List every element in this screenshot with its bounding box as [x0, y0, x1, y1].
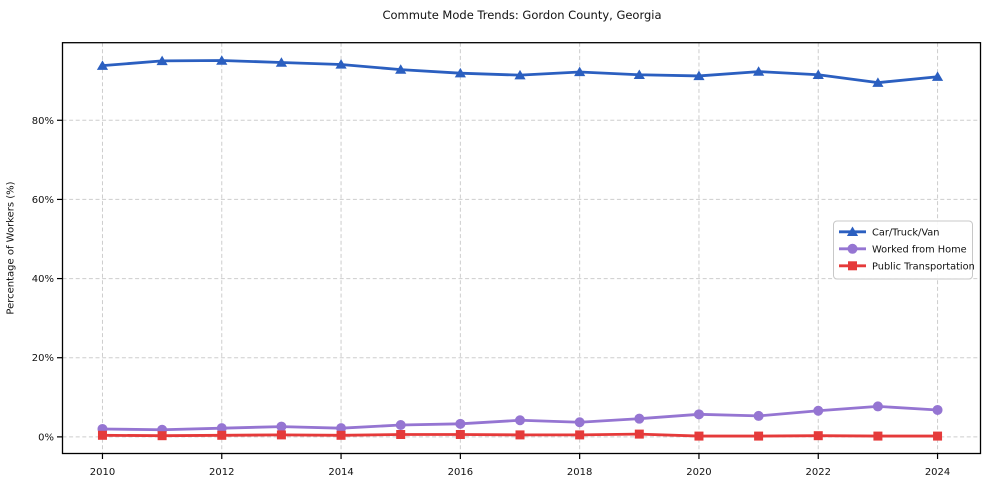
- y-tick-label: 80%: [32, 116, 54, 127]
- circle-marker: [276, 421, 287, 432]
- square-marker: [336, 430, 346, 440]
- x-tick-label: 2010: [90, 467, 115, 478]
- circle-marker: [395, 420, 406, 431]
- triangle-marker: [454, 67, 466, 78]
- triangle-marker: [96, 60, 109, 70]
- square-marker: [575, 430, 585, 440]
- triangle-marker: [872, 77, 884, 87]
- triangle-marker: [156, 55, 168, 66]
- triangle-marker: [275, 57, 288, 67]
- legend-label: Public Transportation: [872, 261, 975, 272]
- square-marker: [97, 430, 107, 440]
- circle-marker: [813, 405, 824, 416]
- x-tick-label: 2022: [806, 467, 831, 478]
- square-marker: [157, 431, 167, 441]
- circle-marker: [336, 423, 347, 434]
- square-marker: [813, 431, 823, 441]
- square-marker: [217, 430, 227, 440]
- square-marker: [396, 430, 406, 440]
- square-marker: [634, 429, 644, 439]
- legend-box: [833, 220, 973, 280]
- x-tick-label: 2014: [328, 467, 353, 478]
- circle-marker: [872, 401, 883, 412]
- triangle-marker: [931, 71, 944, 81]
- square-marker: [694, 431, 704, 441]
- series-worked-from-home: [97, 401, 943, 435]
- series-car-truck-van: [96, 55, 944, 87]
- square-marker: [848, 261, 857, 271]
- x-tick-label: 2016: [448, 467, 473, 478]
- square-marker: [276, 430, 286, 440]
- circle-marker: [515, 415, 526, 426]
- series-public-transportation: [97, 429, 943, 441]
- y-tick-label: 0%: [38, 432, 54, 443]
- x-tick-label: 2012: [209, 467, 234, 478]
- circle-marker: [216, 423, 227, 434]
- axis-ticks: 0% 20% 40% 60% 80% 2010 2012 2014 2016 2018 2020 20…: [32, 116, 951, 478]
- legend-item: Worked from Home: [839, 243, 967, 255]
- plot-border: [61, 42, 982, 455]
- y-tick-label: 60%: [32, 195, 54, 206]
- circle-marker: [847, 243, 858, 254]
- triangle-marker: [574, 66, 586, 77]
- square-marker: [754, 431, 764, 441]
- y-tick-label: 20%: [32, 353, 54, 364]
- triangle-marker: [753, 66, 765, 76]
- triangle-marker: [514, 69, 526, 80]
- legend-item: Car/Truck/Van: [839, 226, 939, 238]
- circle-marker: [693, 409, 704, 420]
- triangle-marker: [846, 226, 859, 236]
- legend-label: Car/Truck/Van: [872, 227, 939, 238]
- circle-marker: [634, 413, 645, 424]
- square-marker: [873, 431, 883, 441]
- x-tick-label: 2024: [925, 467, 950, 478]
- triangle-marker: [216, 55, 228, 65]
- triangle-marker: [693, 70, 705, 81]
- circle-marker: [753, 410, 764, 421]
- legend: Car/Truck/Van Worked from Home Public Tran…: [833, 220, 975, 280]
- legend-label: Worked from Home: [872, 244, 967, 255]
- x-tick-label: 2018: [567, 467, 592, 478]
- square-marker: [515, 430, 525, 440]
- triangle-marker: [633, 69, 645, 79]
- triangle-marker: [335, 59, 347, 69]
- x-tick-label: 2020: [686, 467, 711, 478]
- circle-marker: [932, 404, 943, 415]
- circle-marker: [574, 417, 585, 428]
- triangle-marker: [395, 64, 407, 74]
- square-marker: [933, 431, 943, 441]
- circle-marker: [455, 418, 466, 429]
- triangle-marker: [812, 69, 824, 79]
- chart-title: Commute Mode Trends: Gordon County, Geor…: [382, 8, 662, 22]
- y-tick-label: 40%: [32, 274, 54, 285]
- square-marker: [455, 430, 465, 440]
- legend-item: Public Transportation: [839, 261, 975, 272]
